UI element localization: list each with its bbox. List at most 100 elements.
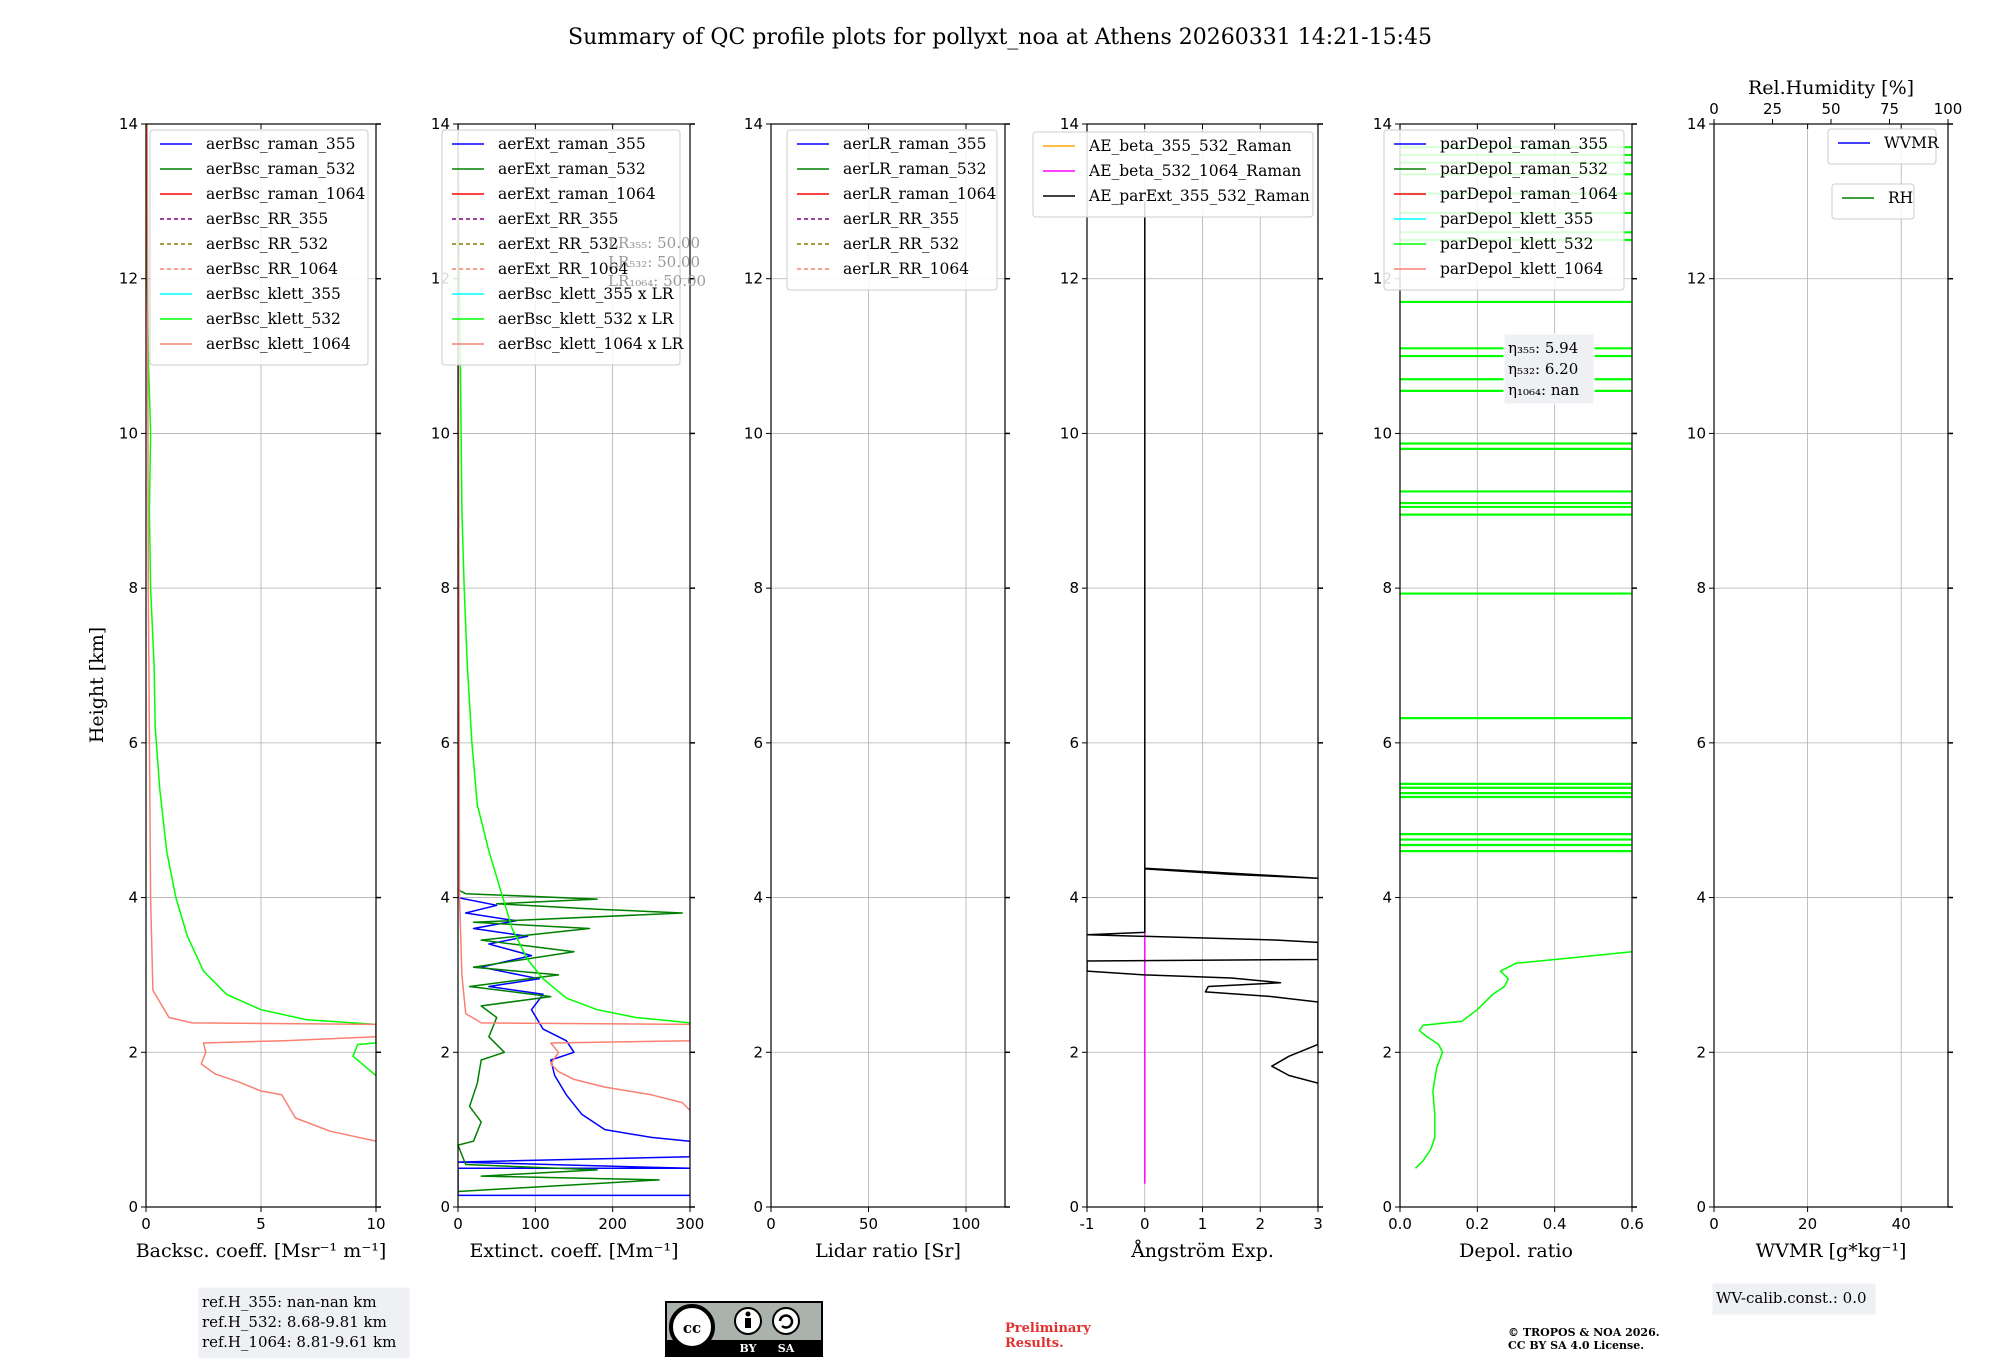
top-tick-label: 100 (1934, 100, 1963, 118)
x-tick-label: 0.4 (1543, 1215, 1567, 1233)
x-axis-label: Depol. ratio (1459, 1240, 1573, 1262)
legend-label: aerLR_raman_355 (843, 135, 986, 153)
legend-bsc: aerBsc_raman_355 aerBsc_raman_532 aerBsc_r… (149, 129, 369, 366)
y-tick-label: 6 (753, 734, 763, 752)
legend-label: aerBsc_klett_355 (206, 285, 341, 303)
y-tick-label: 10 (1687, 424, 1706, 442)
y-tick-label: 14 (1687, 115, 1706, 133)
y-tick-label: 14 (431, 115, 450, 133)
x-axis-label: Ångström Exp. (1130, 1240, 1274, 1262)
y-tick-label: 6 (1069, 734, 1079, 752)
y-tick-label: 8 (753, 579, 763, 597)
legend-label: aerBsc_raman_1064 (206, 185, 366, 203)
legend-box (1827, 128, 1937, 165)
top-tick-label: 75 (1880, 100, 1899, 118)
y-tick-label: 12 (1060, 270, 1079, 288)
series-aerBsc_klett_1064 (146, 124, 376, 1142)
legend-label: AE_parExt_355_532_Raman (1088, 187, 1310, 205)
y-tick-label: 0 (753, 1198, 763, 1216)
legend-label: aerExt_raman_532 (498, 160, 646, 178)
legend-depol: parDepol_raman_355 parDepol_raman_532 parD… (1383, 129, 1625, 291)
y-tick-label: 4 (1696, 889, 1706, 907)
y-tick-label: 0 (1696, 1198, 1706, 1216)
y-tick-label: 6 (1696, 734, 1706, 752)
y-tick-label: 0 (1069, 1198, 1079, 1216)
legend-box (149, 129, 369, 366)
y-tick-label: 14 (1373, 115, 1392, 133)
legend-label: aerBsc_raman_355 (206, 135, 356, 153)
series-parDepol_klett_532 (1414, 950, 1632, 1169)
top-axis-label: Rel.Humidity [%] (1748, 77, 1914, 99)
y-tick-label: 0 (128, 1198, 138, 1216)
x-tick-label: 2 (1255, 1215, 1265, 1233)
annotation-box (1711, 1282, 1877, 1316)
eta-label: η₅₃₂: 6.20 (1508, 360, 1578, 378)
x-axis-label: Backsc. coeff. [Msr⁻¹ m⁻¹] (136, 1240, 387, 1262)
axes-frame (1399, 123, 1633, 1208)
y-tick-label: 6 (1382, 734, 1392, 752)
y-tick-label: 0 (1382, 1198, 1392, 1216)
legend-label: parDepol_klett_532 (1440, 235, 1593, 253)
top-tick-label: 25 (1763, 100, 1782, 118)
legend-label: AE_beta_532_1064_Raman (1088, 162, 1301, 180)
annotation-line: WV-calib.const.: 0.0 (1716, 1289, 1867, 1307)
legend-label: aerLR_RR_532 (843, 235, 959, 253)
legend-label: aerExt_RR_532 (498, 235, 619, 253)
y-tick-label: 14 (1060, 115, 1079, 133)
cc-sa-label: SA (778, 1342, 795, 1355)
legend-label: aerBsc_klett_532 x LR (498, 310, 675, 328)
legend-label: aerExt_raman_355 (498, 135, 646, 153)
x-tick-label: 300 (676, 1215, 705, 1233)
legend-wv: RH (1831, 183, 1915, 220)
axes-frame (1713, 123, 1949, 1208)
legend-label: aerLR_raman_532 (843, 160, 986, 178)
y-tick-label: 10 (1373, 424, 1392, 442)
axes-frame (457, 123, 691, 1208)
y-tick-label: 4 (440, 889, 450, 907)
x-tick-label: 10 (366, 1215, 385, 1233)
legend-label: aerBsc_klett_532 (206, 310, 341, 328)
x-axis-label: Extinct. coeff. [Mm⁻¹] (469, 1240, 678, 1262)
y-tick-label: 2 (1382, 1043, 1392, 1061)
y-tick-label: 10 (431, 424, 450, 442)
x-tick-label: 5 (256, 1215, 266, 1233)
y-tick-label: 8 (1696, 579, 1706, 597)
figure-title: Summary of QC profile plots for pollyxt_… (568, 25, 1432, 50)
legend-label: parDepol_klett_1064 (1440, 260, 1603, 278)
panel-wv: 0 20 40 0 2 4 6 8 10 12 14 WVMR [g*kg⁻¹] 0 25 50 75 100 R… (1687, 77, 1963, 1316)
legend-label: aerBsc_klett_1064 (206, 335, 351, 353)
x-tick-label: -1 (1080, 1215, 1095, 1233)
legend-label: parDepol_raman_1064 (1440, 185, 1618, 203)
legend-label: RH (1888, 189, 1913, 207)
y-tick-label: 14 (744, 115, 763, 133)
legend-wv: WVMR (1827, 128, 1940, 165)
series-aerBsc_klett_532 x LR (458, 124, 690, 1024)
eta-label: η₃₅₅: 5.94 (1508, 339, 1578, 357)
y-tick-label: 4 (1069, 889, 1079, 907)
y-tick-label: 6 (128, 734, 138, 752)
legend-label: aerLR_RR_1064 (843, 260, 969, 278)
legend-label: aerBsc_raman_532 (206, 160, 356, 178)
preliminary-line-1: Preliminary (1005, 1321, 1091, 1336)
series-aerBsc_klett_1064 x LR (458, 124, 690, 1111)
legend-label: aerExt_RR_1064 (498, 260, 629, 278)
x-tick-label: 0.0 (1388, 1215, 1412, 1233)
x-tick-label: 0 (141, 1215, 151, 1233)
legend-box (1383, 129, 1625, 291)
lr-annotation: LR₁₀₆₄: 50.00 (608, 272, 706, 290)
legend-label: AE_beta_355_532_Raman (1088, 137, 1291, 155)
cc-by-label: BY (740, 1342, 757, 1355)
eta-box (1503, 333, 1595, 405)
x-tick-label: 0 (453, 1215, 463, 1233)
x-tick-label: 0 (766, 1215, 776, 1233)
y-tick-label: 8 (1069, 579, 1079, 597)
legend-label: aerLR_raman_1064 (843, 185, 996, 203)
x-tick-label: 1 (1198, 1215, 1208, 1233)
annotation-line: ref.H_532: 8.68-9.81 km (202, 1313, 387, 1331)
legend-label: aerBsc_klett_355 x LR (498, 285, 675, 303)
plot-area-ae (1087, 201, 1318, 1184)
y-tick-label: 2 (440, 1043, 450, 1061)
